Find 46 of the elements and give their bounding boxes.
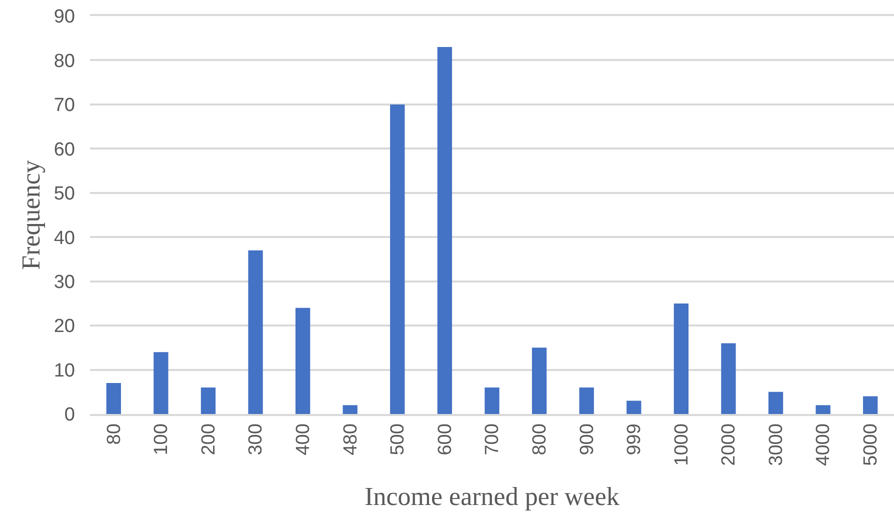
x-tick-label: 500: [388, 424, 409, 456]
y-tick-label: 90: [54, 6, 75, 28]
x-tick-label: 3000: [766, 424, 787, 466]
bar: [721, 343, 736, 414]
x-tick-label: 600: [434, 424, 456, 456]
bar: [863, 396, 878, 414]
bar: [342, 405, 358, 414]
bar: [200, 387, 216, 414]
bar: [106, 383, 121, 414]
bar: [532, 348, 547, 414]
y-tick-label: 10: [54, 360, 75, 382]
x-tick-label: 2000: [718, 424, 740, 466]
y-tick-label: 20: [54, 316, 75, 338]
y-tick-label: 80: [54, 50, 75, 72]
y-tick-label: 30: [54, 272, 75, 293]
bar: [768, 392, 784, 414]
x-tick-label: 1000: [671, 424, 692, 466]
y-tick-label: 60: [54, 139, 75, 160]
x-tick-label: 800: [529, 424, 550, 456]
bar: [154, 352, 168, 414]
bar: [484, 387, 500, 414]
bar: [579, 387, 594, 414]
x-tick-label: 80: [104, 424, 125, 445]
bar: [626, 400, 642, 414]
y-tick-label: 0: [64, 404, 75, 426]
bar: [437, 46, 452, 414]
x-tick-label: 999: [624, 424, 646, 456]
y-tick-label: 70: [54, 95, 75, 116]
x-tick-label: 100: [151, 424, 172, 456]
y-tick-label: 50: [54, 184, 75, 205]
bar: [295, 308, 310, 414]
x-tick-label: 480: [340, 424, 362, 456]
y-axis-title: Frequency: [16, 160, 46, 270]
x-tick-label: 4000: [813, 424, 834, 466]
bar: [390, 104, 405, 414]
x-tick-label: 5000: [860, 424, 882, 466]
bar: [816, 405, 830, 414]
x-axis-title: Income earned per week: [364, 482, 620, 512]
bar: [248, 250, 263, 414]
x-tick-label: 700: [482, 424, 504, 456]
y-tick-label: 40: [54, 228, 75, 249]
x-tick-label: 200: [198, 424, 220, 456]
x-tick-label: 400: [292, 424, 314, 456]
x-tick-label: 900: [576, 424, 598, 456]
bar: [674, 303, 689, 414]
x-tick-label: 300: [246, 424, 267, 456]
